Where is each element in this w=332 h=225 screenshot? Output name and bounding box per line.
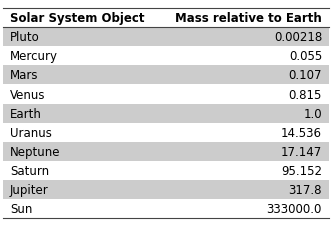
Text: Neptune: Neptune xyxy=(10,145,60,158)
Text: Mass relative to Earth: Mass relative to Earth xyxy=(175,12,322,25)
Text: Sun: Sun xyxy=(10,202,32,215)
Bar xyxy=(3,28,329,47)
Bar xyxy=(3,104,329,123)
Text: Solar System Object: Solar System Object xyxy=(10,12,144,25)
Bar xyxy=(3,180,329,199)
Text: 17.147: 17.147 xyxy=(281,145,322,158)
Text: 0.055: 0.055 xyxy=(289,50,322,63)
Text: 1.0: 1.0 xyxy=(303,107,322,120)
Bar xyxy=(3,142,329,161)
Text: 317.8: 317.8 xyxy=(289,183,322,196)
Text: Pluto: Pluto xyxy=(10,31,40,44)
Text: Uranus: Uranus xyxy=(10,126,52,139)
Text: 95.152: 95.152 xyxy=(281,164,322,177)
Text: 14.536: 14.536 xyxy=(281,126,322,139)
Bar xyxy=(3,66,329,85)
Text: Mars: Mars xyxy=(10,69,39,82)
Text: Earth: Earth xyxy=(10,107,42,120)
Text: Jupiter: Jupiter xyxy=(10,183,49,196)
Text: 333000.0: 333000.0 xyxy=(267,202,322,215)
Text: Venus: Venus xyxy=(10,88,45,101)
Text: Mercury: Mercury xyxy=(10,50,58,63)
Text: 0.107: 0.107 xyxy=(289,69,322,82)
Text: 0.00218: 0.00218 xyxy=(274,31,322,44)
Text: 0.815: 0.815 xyxy=(289,88,322,101)
Text: Saturn: Saturn xyxy=(10,164,49,177)
